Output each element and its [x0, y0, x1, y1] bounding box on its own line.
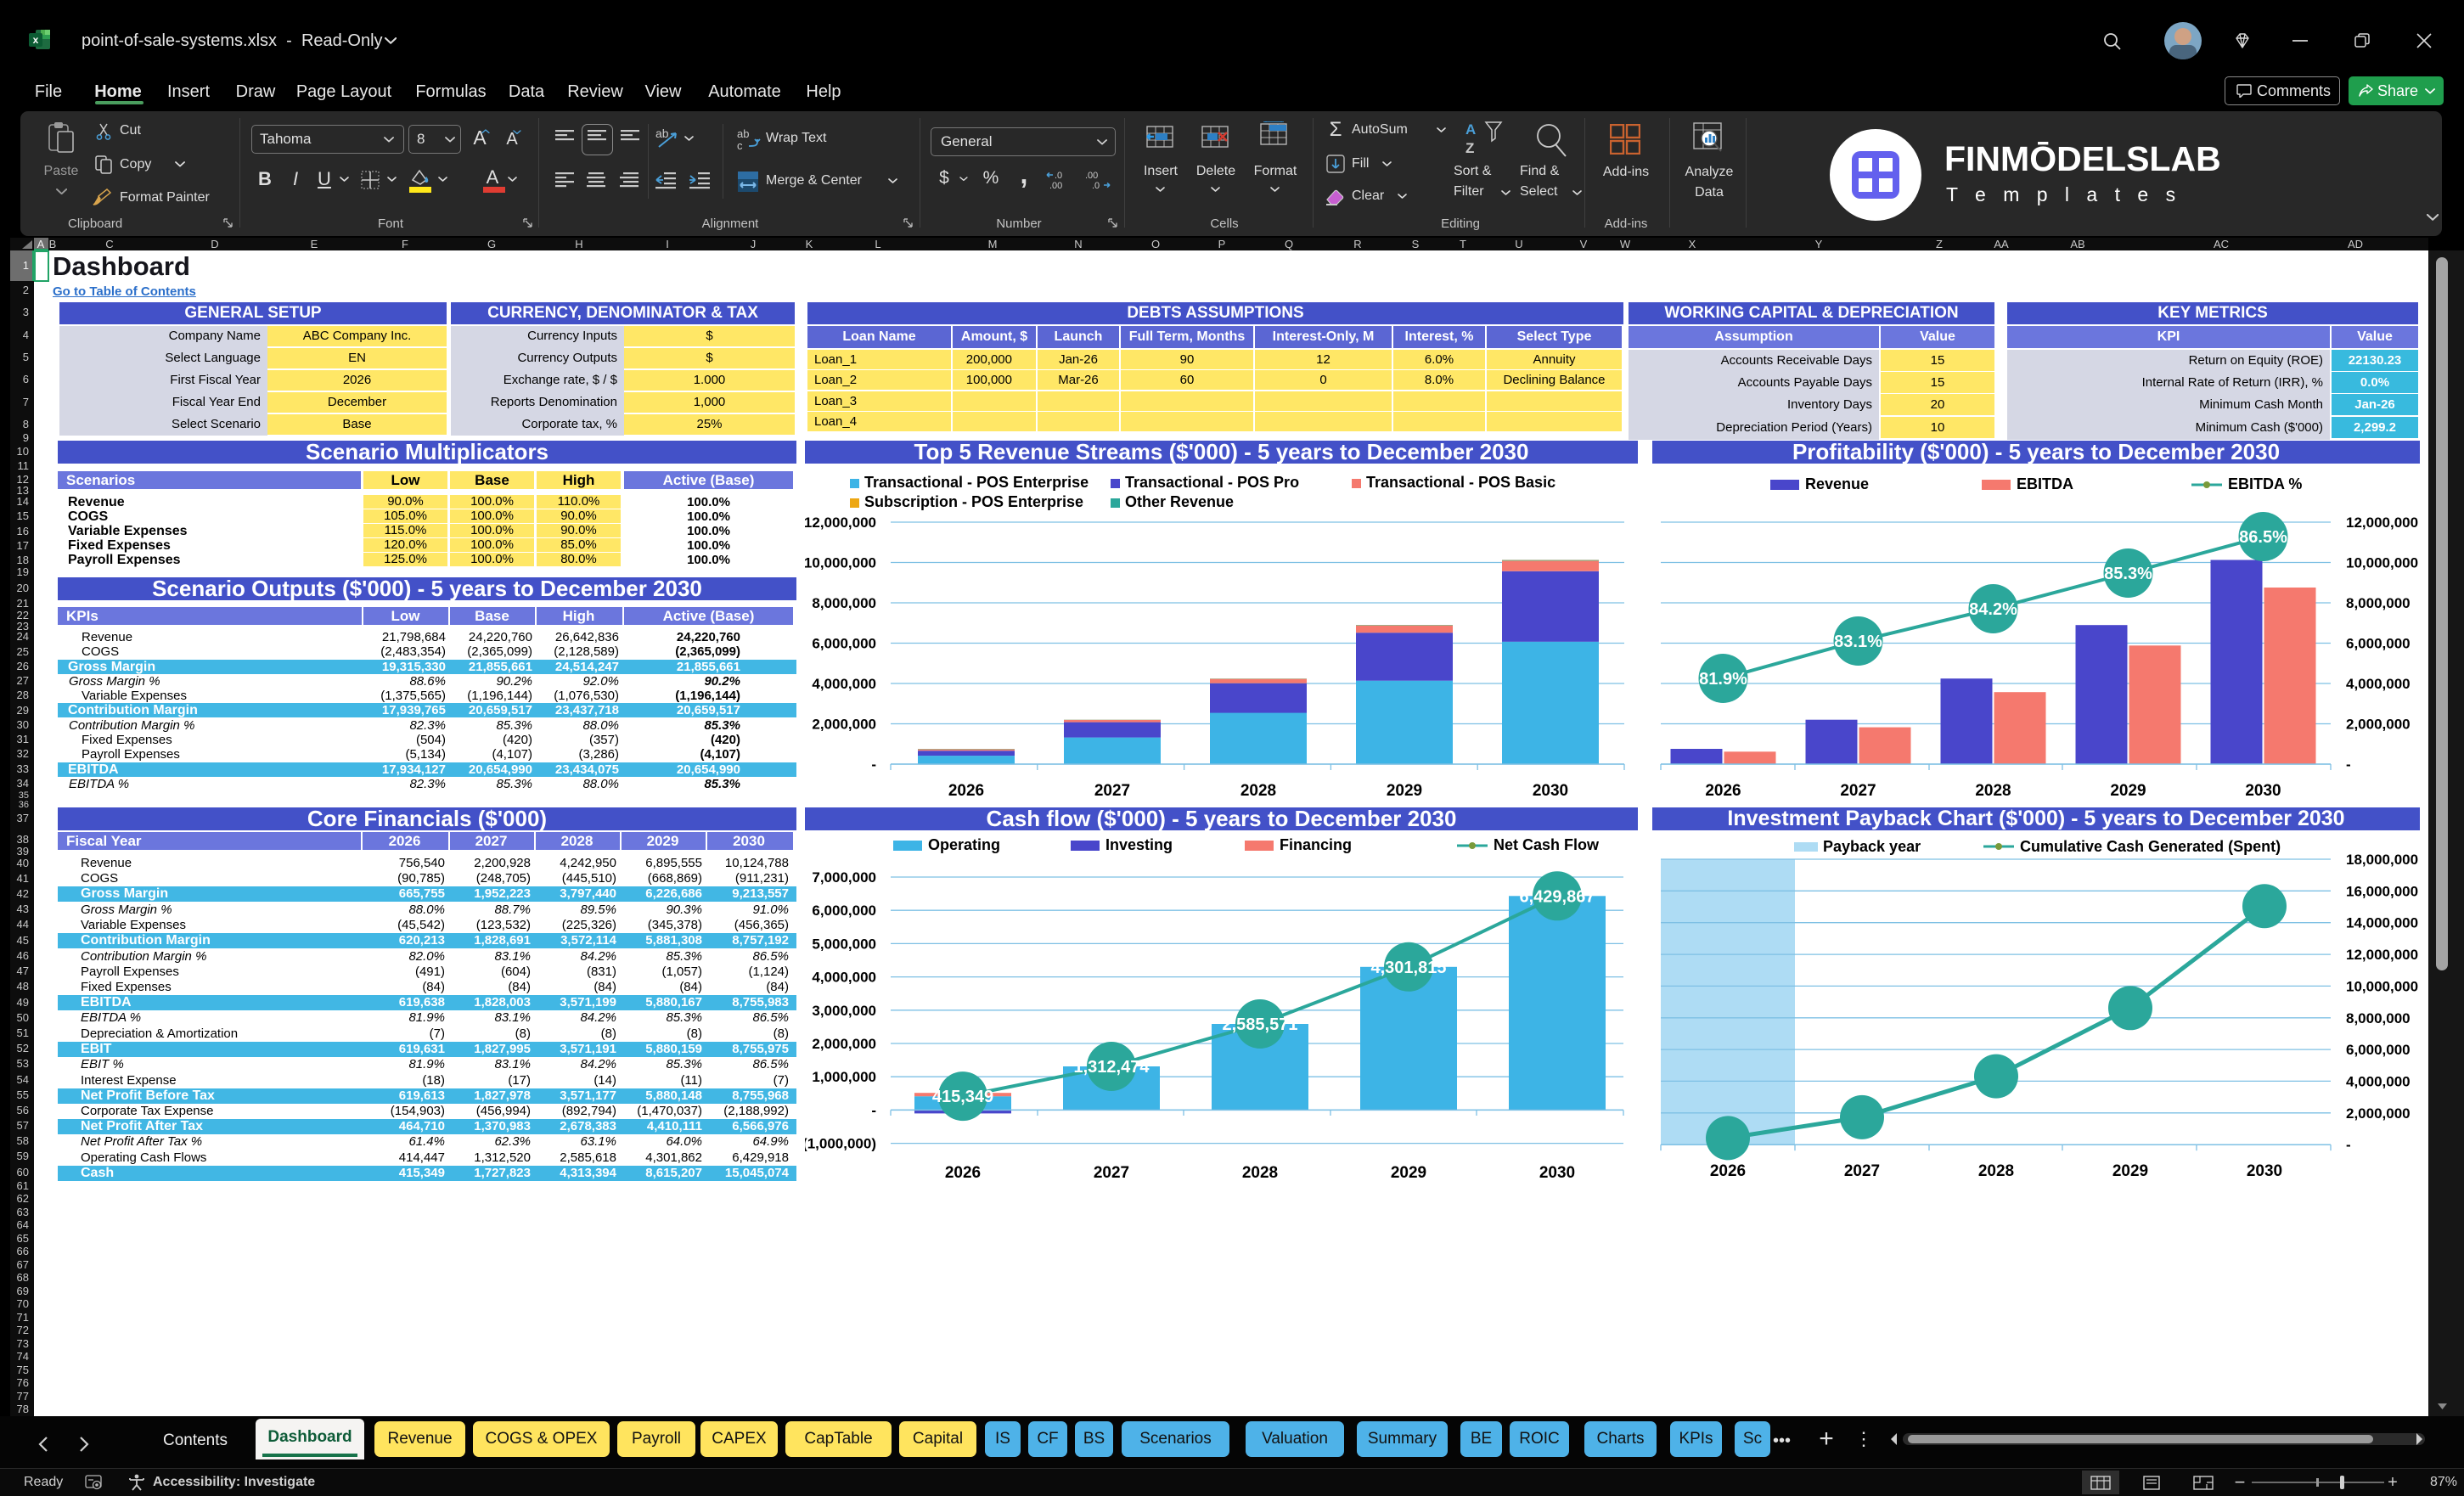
svg-text:x: x	[33, 34, 39, 46]
svg-text:3,000,000: 3,000,000	[812, 1003, 876, 1019]
svg-text:2027: 2027	[1840, 782, 1876, 800]
svg-text:12,000,000: 12,000,000	[805, 515, 876, 531]
svg-text:Transactional - POS Pro: Transactional - POS Pro	[1125, 474, 1299, 491]
svg-text:2026: 2026	[1710, 1162, 1746, 1180]
svg-text:Revenue: Revenue	[1805, 475, 1869, 492]
svg-text:5,000,000: 5,000,000	[812, 936, 876, 952]
svg-text:2029: 2029	[1391, 1164, 1426, 1182]
svg-text:-: -	[871, 756, 876, 773]
svg-text:Investing: Investing	[1105, 836, 1173, 853]
svg-text:86.5%: 86.5%	[2239, 528, 2287, 547]
svg-text:2028: 2028	[1978, 1162, 2014, 1180]
svg-text:-: -	[871, 1102, 876, 1118]
svg-text:2,000,000: 2,000,000	[812, 717, 876, 733]
svg-text:2030: 2030	[1533, 782, 1568, 800]
svg-text:Net Cash Flow: Net Cash Flow	[1494, 836, 1600, 853]
svg-text:ab: ab	[655, 127, 669, 140]
svg-text:c: c	[737, 139, 743, 151]
svg-text:10,000,000: 10,000,000	[2346, 978, 2418, 994]
svg-text:2029: 2029	[2110, 782, 2146, 800]
svg-text:8,000,000: 8,000,000	[2346, 595, 2411, 611]
svg-text:EBITDA: EBITDA	[2017, 475, 2073, 492]
svg-text:4,000,000: 4,000,000	[812, 970, 876, 986]
svg-text:6,000,000: 6,000,000	[2346, 636, 2411, 652]
svg-text:14,000,000: 14,000,000	[2346, 915, 2418, 931]
svg-text:Transactional - POS Basic: Transactional - POS Basic	[1366, 474, 1555, 491]
svg-text:2028: 2028	[1240, 782, 1276, 800]
svg-text:ab: ab	[737, 127, 749, 140]
svg-text:12,000,000: 12,000,000	[2346, 947, 2418, 963]
svg-text:10,000,000: 10,000,000	[805, 555, 876, 571]
svg-text:84.2%: 84.2%	[1969, 600, 2017, 619]
svg-text:1,000,000: 1,000,000	[812, 1069, 876, 1085]
svg-text:2027: 2027	[1094, 782, 1130, 800]
svg-text:8,000,000: 8,000,000	[812, 595, 876, 611]
svg-text:6,000,000: 6,000,000	[2346, 1042, 2411, 1058]
svg-text:2026: 2026	[948, 782, 984, 800]
svg-text:2,000,000: 2,000,000	[2346, 717, 2411, 733]
svg-text:2030: 2030	[2245, 782, 2281, 800]
svg-text:81.9%: 81.9%	[1699, 670, 1747, 689]
svg-text:16,000,000: 16,000,000	[2346, 883, 2418, 899]
svg-text:Other Revenue: Other Revenue	[1125, 493, 1234, 510]
svg-text:6,000,000: 6,000,000	[812, 636, 876, 652]
svg-text:A: A	[1465, 121, 1476, 138]
svg-text:6,000,000: 6,000,000	[812, 903, 876, 919]
svg-text:8,000,000: 8,000,000	[2346, 1010, 2411, 1026]
svg-text:10,000,000: 10,000,000	[2346, 555, 2418, 571]
svg-text:Z: Z	[1465, 140, 1474, 156]
svg-text:12,000,000: 12,000,000	[2346, 515, 2418, 531]
svg-text:Payback year: Payback year	[1823, 838, 1921, 855]
svg-text:.0: .0	[1055, 171, 1062, 181]
svg-text:2027: 2027	[1844, 1162, 1880, 1180]
svg-text:4,000,000: 4,000,000	[2346, 1073, 2411, 1089]
svg-text:2029: 2029	[1387, 782, 1422, 800]
svg-text:85.3%: 85.3%	[2104, 565, 2152, 583]
svg-text:2,000,000: 2,000,000	[2346, 1105, 2411, 1122]
svg-text:Subscription - POS Enterprise: Subscription - POS Enterprise	[864, 493, 1083, 510]
svg-text:4,301,815: 4,301,815	[1371, 959, 1447, 977]
svg-text:Financing: Financing	[1280, 836, 1352, 853]
svg-text:Operating: Operating	[928, 836, 1000, 853]
svg-text:2028: 2028	[1242, 1164, 1278, 1182]
svg-text:.00: .00	[1085, 171, 1098, 181]
svg-text:415,349: 415,349	[932, 1088, 993, 1106]
svg-text:4,000,000: 4,000,000	[812, 676, 876, 692]
svg-text:.0: .0	[1092, 181, 1100, 190]
svg-text:2026: 2026	[1705, 782, 1741, 800]
svg-text:Cumulative Cash Generated (Spe: Cumulative Cash Generated (Spent)	[2020, 838, 2281, 855]
svg-text:2,585,571: 2,585,571	[1223, 1015, 1298, 1034]
svg-text:2029: 2029	[2112, 1162, 2148, 1180]
svg-text:2027: 2027	[1094, 1164, 1129, 1182]
svg-text:-: -	[2346, 1137, 2351, 1153]
svg-text:Transactional - POS Enterprise: Transactional - POS Enterprise	[864, 474, 1089, 491]
svg-text:7,000,000: 7,000,000	[812, 869, 876, 886]
svg-text:EBITDA %: EBITDA %	[2228, 475, 2302, 492]
svg-text:(1,000,000): (1,000,000)	[805, 1136, 876, 1152]
svg-text:18,000,000: 18,000,000	[2346, 852, 2418, 868]
svg-text:-: -	[2346, 756, 2351, 773]
svg-text:2028: 2028	[1975, 782, 2011, 800]
svg-text:2026: 2026	[945, 1164, 981, 1182]
svg-text:2030: 2030	[1539, 1164, 1575, 1182]
svg-text:.00: .00	[1049, 181, 1062, 190]
svg-text:2030: 2030	[2247, 1162, 2282, 1180]
svg-text:83.1%: 83.1%	[1834, 633, 1882, 651]
svg-text:4,000,000: 4,000,000	[2346, 676, 2411, 692]
svg-text:6,429,867: 6,429,867	[1520, 887, 1595, 906]
svg-text:1,312,474: 1,312,474	[1074, 1058, 1150, 1077]
svg-text:2,000,000: 2,000,000	[812, 1036, 876, 1052]
